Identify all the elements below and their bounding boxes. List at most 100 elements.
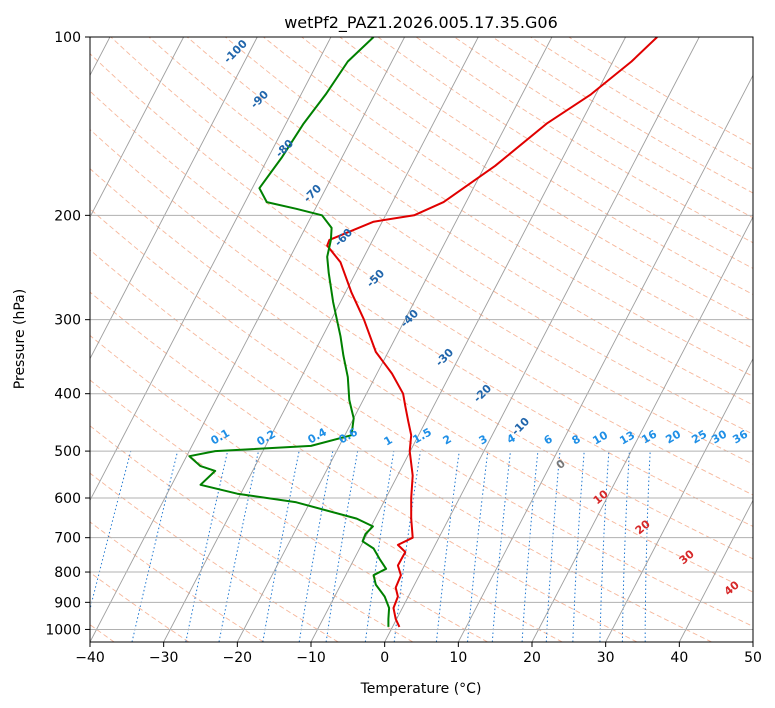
- mixing-ratio-label: 1: [382, 433, 395, 448]
- isotherm-line: [605, 357, 753, 642]
- dry-adiabat-line: [90, 128, 753, 560]
- mixing-ratio-label: 20: [663, 427, 683, 446]
- moist-adiabat-label: -70: [301, 182, 324, 205]
- dry-adiabat-line: [454, 37, 753, 219]
- y-tick-label: 400: [54, 387, 81, 403]
- isotherm-line: [531, 216, 753, 642]
- y-tick-label: 900: [54, 595, 81, 611]
- moist-adiabat-label: -60: [332, 226, 355, 249]
- mixing-ratio-label: 0.4: [306, 425, 330, 446]
- mixing-ratio-line: [131, 450, 179, 642]
- mixing-ratio-line: [644, 451, 651, 642]
- isotherm-line: [384, 37, 700, 642]
- moist-adiabat-label: -100: [221, 37, 250, 66]
- dry-adiabat-line: [339, 37, 753, 295]
- y-axis: 1000 900 800 700 600 500 400 300 200 100: [45, 30, 90, 638]
- dry-adiabat-line: [263, 37, 753, 349]
- mixing-ratio-line: [90, 450, 132, 612]
- dry-adiabat-label: 10: [591, 487, 611, 507]
- moist-adiabat-label: -20: [471, 382, 494, 405]
- y-tick-label: 700: [54, 531, 81, 547]
- dry-adiabat-line: [110, 37, 753, 465]
- dewpoint-profile-line: [188, 37, 391, 627]
- moist-adiabat-label: -90: [248, 88, 271, 111]
- mixing-ratio-line: [621, 451, 630, 642]
- dry-adiabat-line: [186, 37, 753, 406]
- dry-adiabat-line: [90, 425, 414, 642]
- dry-adiabat-line: [90, 334, 563, 642]
- dry-adiabat-line: [301, 37, 753, 322]
- dry-adiabat-line: [90, 208, 753, 627]
- mixing-ratio-line: [298, 451, 334, 642]
- dry-adiabat-line: [90, 472, 339, 642]
- plot-frame: [89, 36, 754, 643]
- y-tick-label: 1000: [45, 622, 81, 638]
- y-tick-label: 100: [54, 30, 81, 46]
- dry-adiabat-line: [90, 249, 712, 642]
- temperature-profile-line: [326, 37, 658, 628]
- mixing-ratio-line: [325, 451, 359, 642]
- y-tick-label: 200: [54, 208, 81, 224]
- grid-lines: [90, 37, 753, 642]
- mixing-ratio-line: [218, 450, 259, 642]
- x-tick-label: 40: [670, 650, 688, 666]
- isotherm-line: [90, 37, 258, 360]
- mixing-ratio-label: 10: [590, 428, 610, 447]
- mixing-ratio-line: [185, 450, 229, 642]
- series-layer: [188, 37, 658, 628]
- x-tick-label: 50: [744, 650, 762, 666]
- dry-adiabat-line: [90, 53, 753, 496]
- moist-adiabat-label: -30: [433, 346, 456, 369]
- isotherm-line: [163, 37, 479, 642]
- isotherm-line: [90, 37, 184, 218]
- dry-adiabat-line: [492, 37, 753, 194]
- x-tick-label: −10: [296, 650, 326, 666]
- background-lines: [90, 37, 753, 642]
- x-tick-label: 20: [523, 650, 541, 666]
- dry-adiabat-line: [148, 37, 753, 435]
- x-tick-label: 10: [449, 650, 467, 666]
- mixing-ratio-line: [364, 451, 395, 642]
- x-tick-label: −40: [75, 650, 105, 666]
- dry-adiabat-line: [90, 168, 753, 593]
- mixing-ratio-line: [545, 451, 561, 642]
- moist-adiabat-label: -50: [364, 267, 387, 290]
- mixing-ratio-label: 6: [542, 432, 555, 447]
- mixing-ratio-line: [393, 451, 421, 642]
- x-tick-label: 0: [380, 650, 389, 666]
- dry-adiabat-line: [90, 90, 753, 527]
- dry-adiabat-line: [377, 37, 753, 269]
- dry-adiabat-line: [90, 379, 488, 642]
- mixing-ratio-label: 25: [689, 428, 709, 447]
- isotherm-line: [90, 37, 405, 642]
- x-tick-label: 30: [597, 650, 615, 666]
- isotherm-line: [90, 37, 332, 502]
- y-tick-label: 800: [54, 565, 81, 581]
- dry-adiabat-label: 30: [677, 547, 697, 567]
- mixing-ratio-line: [599, 451, 610, 642]
- mixing-ratio-label: 3: [477, 432, 490, 447]
- isotherm-line: [310, 37, 626, 642]
- x-tick-label: −20: [223, 650, 253, 666]
- x-tick-label: −30: [149, 650, 179, 666]
- isotherm-line: [752, 641, 753, 642]
- y-tick-label: 600: [54, 491, 81, 507]
- isotherm-line: [457, 74, 753, 642]
- y-tick-label: 300: [54, 313, 81, 329]
- mixing-ratio-label: 2: [441, 432, 454, 447]
- isotherm-line: [678, 499, 753, 642]
- y-axis-label: Pressure (hPa): [12, 289, 28, 389]
- dry-adiabat-line: [225, 37, 753, 377]
- dry-adiabat-line: [568, 37, 753, 146]
- mixing-ratio-label: 0.2: [255, 427, 278, 448]
- mixing-ratio-label: 8: [570, 432, 583, 447]
- dry-adiabat-line: [90, 571, 190, 642]
- x-axis-label: Temperature (°C): [360, 681, 482, 697]
- dry-adiabat-label: 40: [722, 578, 742, 598]
- y-tick-label: 500: [54, 444, 81, 460]
- zero-isotherm-label: 0: [554, 457, 568, 472]
- dry-adiabat-line: [90, 521, 264, 642]
- mixing-ratio-line: [467, 451, 489, 642]
- chart-title: wetPf2_PAZ1.2026.005.17.35.G06: [284, 13, 558, 33]
